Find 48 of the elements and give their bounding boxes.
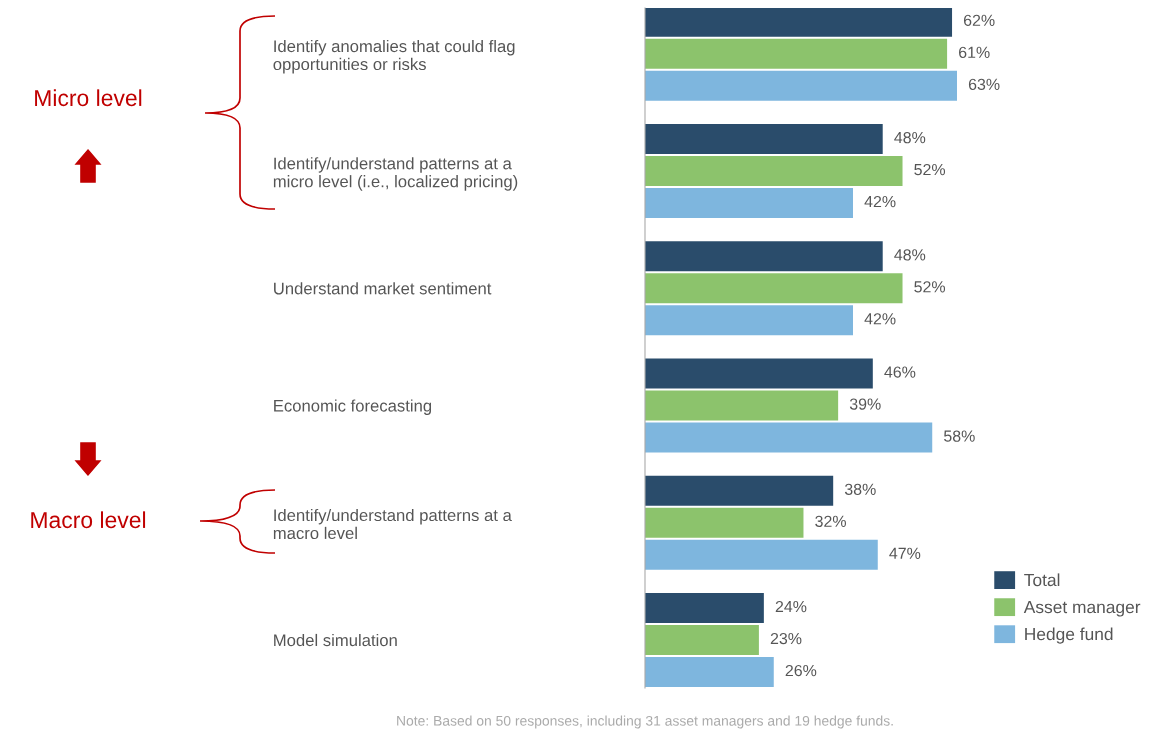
legend-label: Asset manager — [1023, 601, 1141, 617]
bar — [645, 507, 804, 538]
bar — [645, 187, 853, 218]
bar — [645, 358, 873, 389]
bar — [645, 305, 853, 336]
data-label: 48% — [894, 131, 926, 144]
text: Note: Based on 50 responses, including 31 asset managers and 19 hedge funds. — [397, 715, 893, 729]
bar — [645, 475, 834, 506]
data-label: 32% — [815, 515, 846, 527]
bar — [645, 539, 878, 570]
data-label: 42% — [864, 313, 896, 325]
data-label: 48% — [894, 249, 926, 261]
y-tick-label: Model simulation — [274, 633, 397, 647]
legend-label: Hedge fund — [1025, 627, 1113, 644]
data-label: 52% — [914, 163, 946, 176]
data-label: 62% — [963, 14, 995, 26]
data-label: 42% — [864, 195, 896, 208]
data-label: 47% — [889, 547, 921, 559]
data-label: 23% — [770, 632, 802, 645]
data-label: 63% — [968, 78, 1000, 91]
bar — [645, 155, 903, 186]
bar — [645, 273, 903, 304]
data-label: 38% — [844, 483, 876, 495]
legend-label: Total — [1024, 573, 1060, 587]
bar — [645, 123, 883, 154]
data-label: 52% — [914, 281, 946, 293]
bar — [645, 38, 948, 69]
data-label: 26% — [785, 664, 817, 677]
data-label: 24% — [775, 600, 807, 613]
y-tick-label: Economic forecasting — [274, 399, 432, 415]
text: Micro level — [35, 89, 142, 107]
bar — [645, 624, 759, 655]
y-tick-label: Identify anomalies that could flag opportunities or risks — [273, 39, 515, 74]
data-label: 46% — [884, 366, 916, 378]
data-label: 61% — [959, 46, 990, 59]
data-label: 58% — [943, 430, 975, 442]
y-tick-label: Identify/understand patterns at a macro level — [273, 508, 512, 540]
bar — [645, 592, 764, 623]
y-tick-label: Understand market sentiment — [274, 282, 492, 295]
bar — [645, 422, 933, 453]
text: Macro level — [31, 511, 146, 529]
bar — [645, 241, 883, 272]
bar — [645, 656, 774, 687]
bar — [645, 70, 957, 101]
bar — [645, 8, 953, 37]
bar — [645, 390, 839, 421]
data-label: 39% — [849, 398, 881, 410]
y-tick-label: Identify/understand patterns at a micro level (i.e., localized pricing) — [273, 157, 518, 191]
